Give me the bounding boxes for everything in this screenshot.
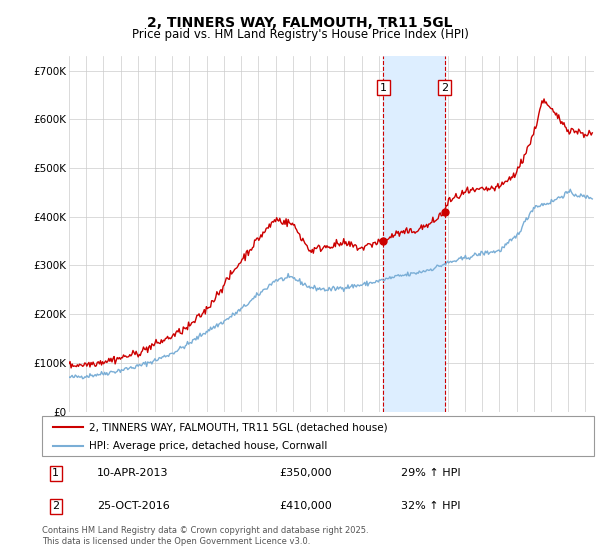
Text: 29% ↑ HPI: 29% ↑ HPI — [401, 468, 460, 478]
FancyBboxPatch shape — [42, 416, 594, 456]
Text: 2: 2 — [441, 83, 448, 92]
Text: 2, TINNERS WAY, FALMOUTH, TR11 5GL: 2, TINNERS WAY, FALMOUTH, TR11 5GL — [147, 16, 453, 30]
Text: 25-OCT-2016: 25-OCT-2016 — [97, 501, 170, 511]
Text: HPI: Average price, detached house, Cornwall: HPI: Average price, detached house, Corn… — [89, 441, 327, 451]
Text: 2: 2 — [52, 501, 59, 511]
Text: Contains HM Land Registry data © Crown copyright and database right 2025.
This d: Contains HM Land Registry data © Crown c… — [42, 526, 368, 546]
Text: Price paid vs. HM Land Registry's House Price Index (HPI): Price paid vs. HM Land Registry's House … — [131, 28, 469, 41]
Text: 2, TINNERS WAY, FALMOUTH, TR11 5GL (detached house): 2, TINNERS WAY, FALMOUTH, TR11 5GL (deta… — [89, 422, 388, 432]
Text: 10-APR-2013: 10-APR-2013 — [97, 468, 169, 478]
Text: £410,000: £410,000 — [280, 501, 332, 511]
Text: £350,000: £350,000 — [280, 468, 332, 478]
Bar — [383, 56, 445, 412]
Text: 32% ↑ HPI: 32% ↑ HPI — [401, 501, 460, 511]
Text: 1: 1 — [52, 468, 59, 478]
Text: 1: 1 — [380, 83, 387, 92]
